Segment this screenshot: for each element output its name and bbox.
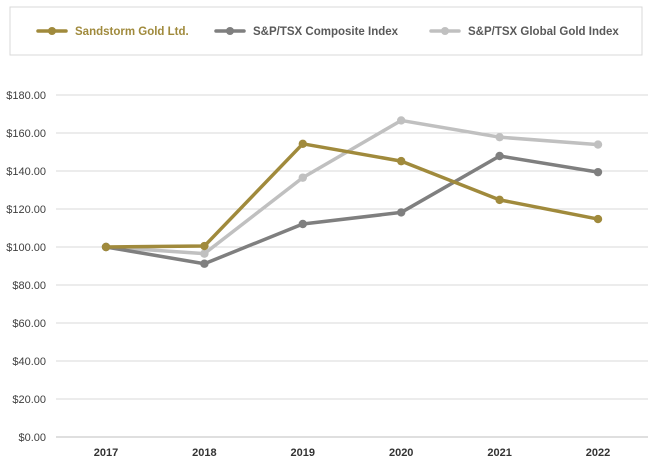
- y-tick-label: $100.00: [6, 242, 46, 254]
- data-point: [495, 132, 504, 142]
- series-line-s-p-tsx-composite-index: [104, 154, 600, 266]
- gridlines: [56, 94, 648, 438]
- y-tick-label: $80.00: [12, 280, 46, 292]
- y-axis: $0.00 $20.00 $40.00 $60.00 $80.00 $100.00 $120…: [6, 90, 46, 444]
- y-tick-label: $0.00: [18, 432, 46, 444]
- data-point: [200, 241, 209, 251]
- legend-box: [9, 6, 643, 56]
- series-line-s-p-tsx-global-gold-index: [104, 118, 600, 256]
- y-tick-label: $180.00: [6, 90, 46, 102]
- series-line-sandstorm-gold-ltd: [104, 142, 600, 249]
- y-tick-label: $120.00: [6, 204, 46, 216]
- series-s-p-tsx-global-gold-index: [101, 116, 603, 258]
- legend-label: S&P/TSX Global Gold Index: [468, 26, 619, 38]
- data-point: [593, 167, 603, 177]
- legend-label: S&P/TSX Composite Index: [253, 26, 399, 38]
- legend-swatch-marker: [226, 27, 234, 35]
- data-point: [593, 140, 603, 149]
- data-point: [397, 208, 406, 217]
- legend: Sandstorm Gold Ltd. S&P/TSX Composite Ind…: [9, 6, 643, 56]
- x-tick-label: 2020: [389, 447, 413, 459]
- x-tick-label: 2021: [487, 447, 511, 459]
- data-point: [298, 139, 307, 149]
- y-tick-label: $140.00: [6, 166, 46, 178]
- data-point: [397, 116, 406, 125]
- legend-swatch-marker: [48, 27, 56, 35]
- x-axis: 2017 2018 2019 2020 2021 2022: [94, 447, 610, 459]
- data-point: [495, 151, 504, 161]
- data-point: [397, 156, 406, 166]
- x-tick-label: 2017: [94, 447, 118, 459]
- x-tick-label: 2022: [586, 447, 610, 459]
- legend-item-s-p-tsx-composite-index: S&P/TSX Composite Index: [214, 26, 399, 38]
- data-point: [495, 195, 504, 205]
- x-tick-label: 2019: [291, 447, 315, 459]
- series-sandstorm-gold-ltd: [101, 139, 603, 252]
- data-point: [298, 219, 307, 229]
- data-point: [298, 173, 307, 182]
- x-tick-label: 2018: [192, 447, 216, 459]
- legend-label: Sandstorm Gold Ltd.: [75, 26, 189, 38]
- y-tick-label: $20.00: [12, 394, 46, 406]
- legend-swatch-marker: [441, 27, 449, 35]
- legend-item-sandstorm-gold-ltd: Sandstorm Gold Ltd.: [36, 26, 189, 38]
- series-layer: [101, 116, 603, 268]
- data-point: [200, 249, 209, 258]
- data-point: [101, 242, 111, 252]
- legend-item-s-p-tsx-global-gold-index: S&P/TSX Global Gold Index: [429, 26, 619, 38]
- y-tick-label: $160.00: [6, 128, 46, 140]
- data-point: [200, 259, 209, 268]
- y-tick-label: $60.00: [12, 318, 46, 330]
- y-tick-label: $40.00: [12, 356, 46, 368]
- data-point: [593, 214, 603, 224]
